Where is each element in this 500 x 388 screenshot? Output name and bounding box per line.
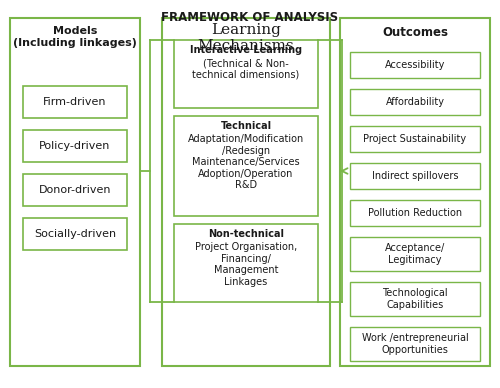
FancyBboxPatch shape [350,126,480,152]
FancyBboxPatch shape [174,224,318,302]
Text: Project Organisation,
Financing/
Management
Linkages: Project Organisation, Financing/ Managem… [195,242,297,287]
Text: Interactive Learning: Interactive Learning [190,45,302,55]
Text: Project Sustainability: Project Sustainability [364,134,467,144]
FancyBboxPatch shape [23,86,127,118]
FancyBboxPatch shape [350,327,480,361]
Text: Non-technical: Non-technical [208,229,284,239]
FancyBboxPatch shape [174,116,318,216]
Text: Technological
Capabilities: Technological Capabilities [382,288,448,310]
Text: Adaptation/Modification
/Redesign
Maintenance/Services
Adoption/Operation
R&D: Adaptation/Modification /Redesign Mainte… [188,134,304,191]
Text: Models
(Including linkages): Models (Including linkages) [13,26,137,48]
Text: Donor-driven: Donor-driven [39,185,111,195]
Text: Learning
Mechanisms: Learning Mechanisms [198,23,294,53]
Text: (Technical & Non-
technical dimensions): (Technical & Non- technical dimensions) [192,58,300,80]
Text: Affordability: Affordability [386,97,444,107]
Text: Outcomes: Outcomes [382,26,448,39]
Text: Firm-driven: Firm-driven [44,97,107,107]
FancyBboxPatch shape [23,218,127,250]
FancyBboxPatch shape [174,40,318,108]
FancyBboxPatch shape [350,237,480,271]
FancyBboxPatch shape [350,163,480,189]
Text: Acceptance/
Legitimacy: Acceptance/ Legitimacy [385,243,445,265]
Text: Pollution Reduction: Pollution Reduction [368,208,462,218]
FancyBboxPatch shape [10,18,140,366]
FancyBboxPatch shape [350,282,480,316]
FancyBboxPatch shape [340,18,490,366]
Text: Socially-driven: Socially-driven [34,229,116,239]
Text: FRAMEWORK OF ANALYSIS: FRAMEWORK OF ANALYSIS [162,11,338,24]
Text: Technical: Technical [220,121,272,131]
Text: Policy-driven: Policy-driven [40,141,111,151]
FancyBboxPatch shape [23,130,127,162]
FancyBboxPatch shape [23,174,127,206]
Text: Accessibility: Accessibility [385,60,445,70]
Text: Work /entrepreneurial
Opportunities: Work /entrepreneurial Opportunities [362,333,469,355]
FancyBboxPatch shape [350,89,480,115]
FancyBboxPatch shape [350,52,480,78]
Text: Indirect spillovers: Indirect spillovers [372,171,458,181]
FancyBboxPatch shape [350,200,480,226]
FancyBboxPatch shape [162,18,330,366]
